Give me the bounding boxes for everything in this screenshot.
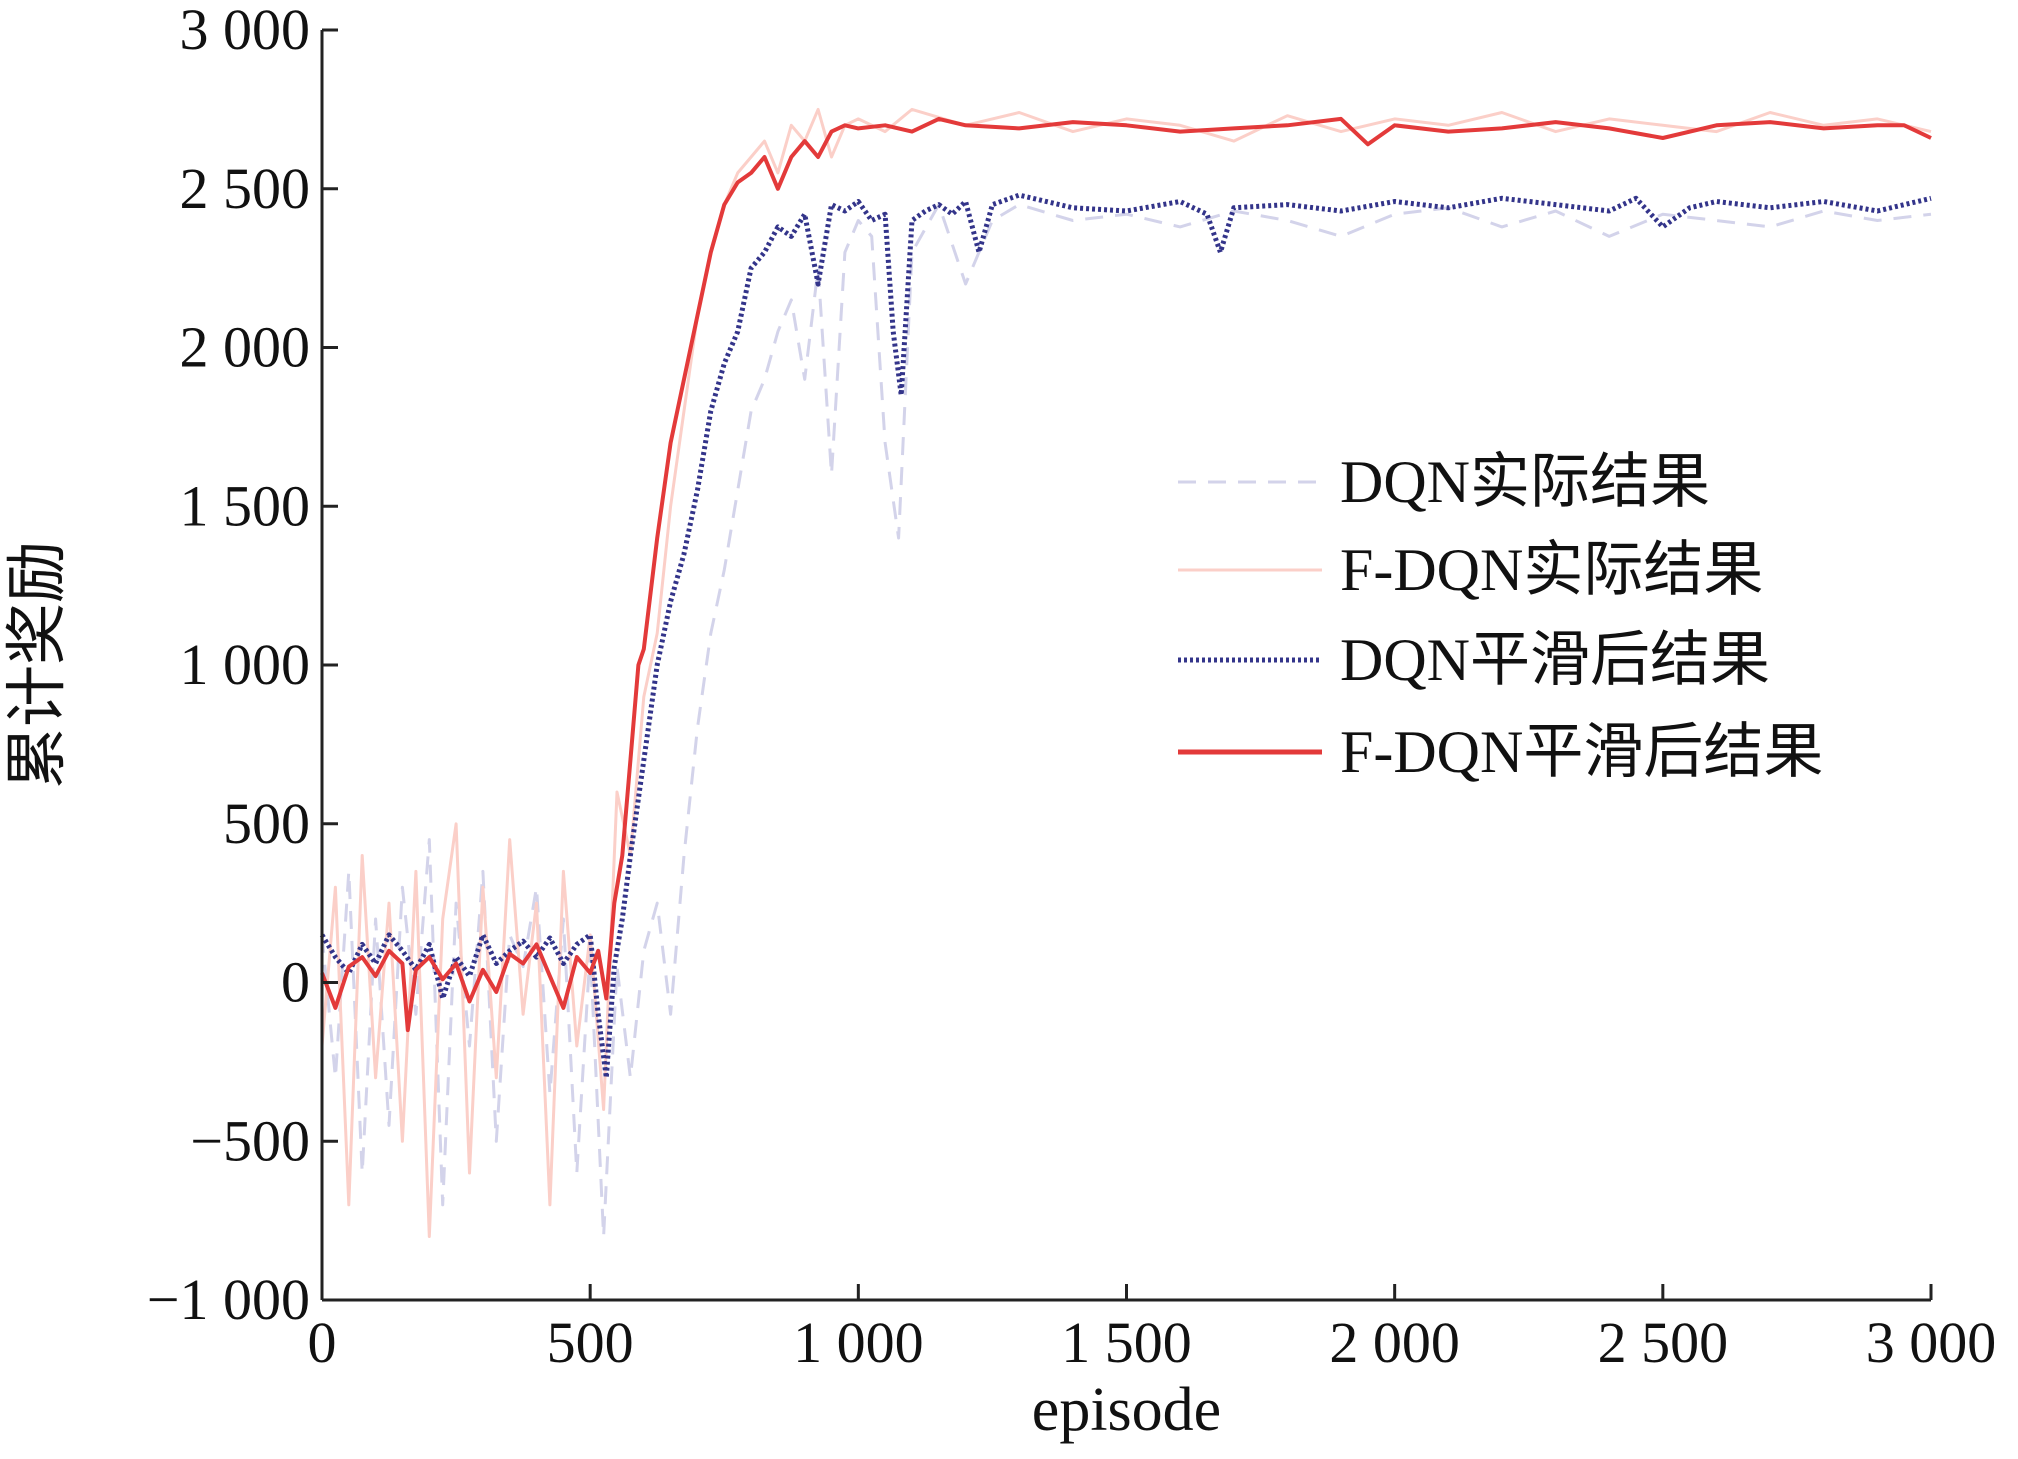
series-line: [320, 107, 1932, 1238]
legend-label: F-DQN实际结果: [1340, 537, 1763, 603]
legend-label: DQN平滑后结果: [1340, 627, 1770, 693]
y-tick-label: 2 500: [180, 156, 311, 221]
x-tick-label: 3 000: [1866, 1310, 1997, 1375]
y-tick-label: 500: [223, 791, 310, 856]
y-tick-label: 1 000: [180, 632, 311, 697]
y-tick-label: 2 000: [180, 315, 311, 380]
x-tick-label: 0: [308, 1310, 337, 1375]
x-tick-label: 1 500: [1061, 1310, 1192, 1375]
y-tick-label: −1 000: [147, 1267, 310, 1332]
x-tick-label: 2 000: [1329, 1310, 1460, 1375]
series-line: [319, 192, 1932, 1081]
y-tick-label: 1 500: [180, 473, 311, 538]
y-tick-label: 3 000: [180, 0, 311, 62]
series-layer: [319, 107, 1932, 1238]
x-tick-label: 2 500: [1598, 1310, 1729, 1375]
series-line: [320, 116, 1932, 1033]
legend-label: F-DQN平滑后结果: [1340, 719, 1823, 785]
y-tick-label: −500: [190, 1108, 310, 1173]
legend-label: DQN实际结果: [1340, 449, 1710, 515]
ticks: 0 500 1 000 1 500 2 000 2 500 3 000 −1 000 −500 0…: [147, 0, 1996, 1375]
series-line: [320, 203, 1932, 1238]
y-tick-label: 0: [281, 950, 310, 1015]
x-axis-label: episode: [1032, 1376, 1221, 1444]
legend: DQN实际结果 F-DQN实际结果 DQN平滑后结果 F-DQN平滑后结果: [1178, 449, 1823, 785]
x-tick-label: 1 000: [793, 1310, 924, 1375]
y-axis-label: 累计奖励: [4, 541, 72, 789]
x-tick-label: 500: [547, 1310, 634, 1375]
